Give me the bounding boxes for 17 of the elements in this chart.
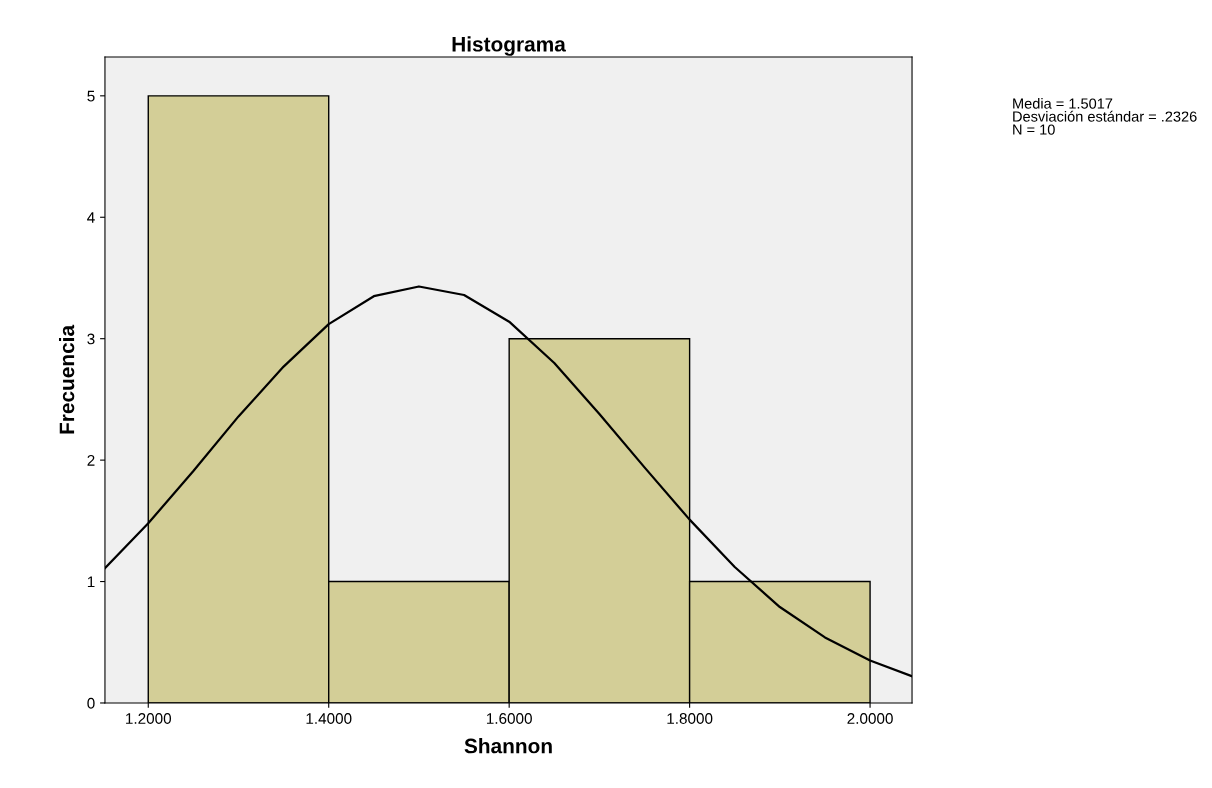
chart-title: Histograma xyxy=(452,36,566,56)
y-tick-label: 0 xyxy=(87,697,95,709)
y-tick-label: 1 xyxy=(87,576,95,588)
x-tick-label: 1.6000 xyxy=(486,713,532,724)
x-tick-label: 1.4000 xyxy=(306,713,352,724)
x-tick-label: 1.2000 xyxy=(126,713,172,724)
x-tick-label: 1.8000 xyxy=(667,713,713,724)
y-tick-label: 4 xyxy=(87,212,95,223)
x-tick-label: 2.0000 xyxy=(847,713,893,724)
text: Media = 1.5017 xyxy=(1013,98,1113,109)
text: N = 10 xyxy=(1013,124,1055,135)
y-tick-label: 2 xyxy=(87,454,95,466)
y-tick-label: 3 xyxy=(87,333,95,345)
y-tick-label: 5 xyxy=(87,90,95,102)
text: Desviación estándar = .2326 xyxy=(1013,110,1197,122)
y-axis-title: Frecuencia xyxy=(58,324,75,434)
x-axis-title: Shannon xyxy=(464,738,552,754)
